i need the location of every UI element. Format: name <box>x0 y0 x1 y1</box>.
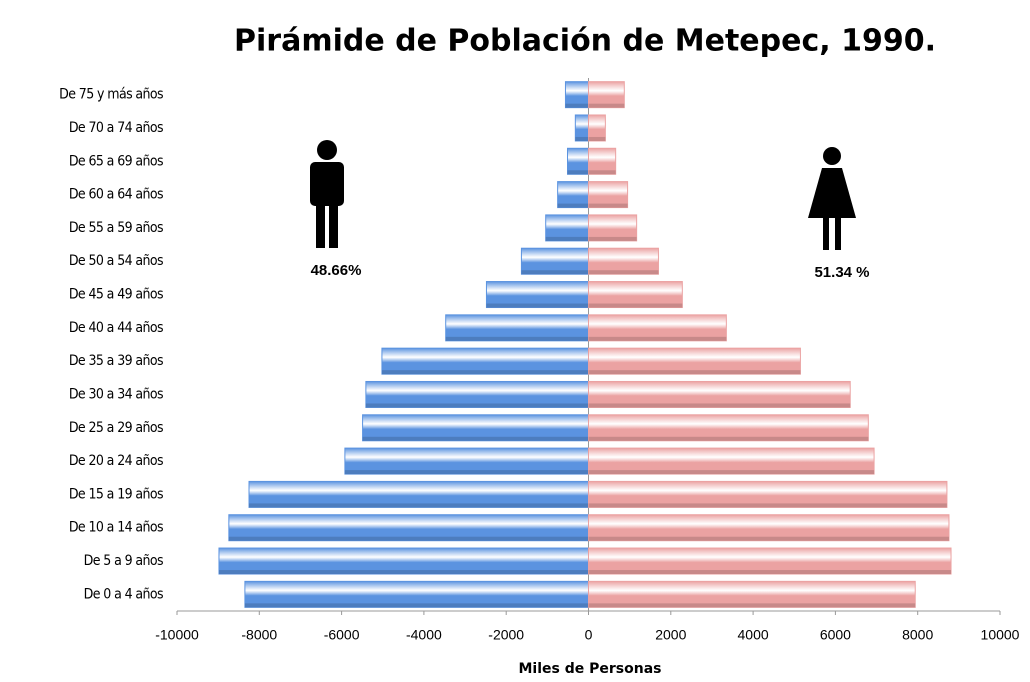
bar <box>588 514 950 542</box>
bar <box>557 181 590 209</box>
x-tick-label: 8000 <box>902 627 933 643</box>
bar-shade <box>588 303 683 308</box>
bar <box>588 81 625 109</box>
bar-shade <box>588 436 869 441</box>
y-tick-label: De 60 a 64 años <box>69 187 163 203</box>
x-tick-label: 4000 <box>738 627 769 643</box>
bar-shade <box>588 570 952 575</box>
x-tick-label: -8000 <box>241 627 277 643</box>
male-icon <box>310 140 344 248</box>
bar-shade <box>567 170 589 175</box>
bar-shade <box>588 336 727 341</box>
y-tick-label: De 50 a 54 años <box>69 253 163 269</box>
female-icon <box>808 147 856 250</box>
y-tick-label: De 10 a 14 años <box>69 520 163 536</box>
bar-shade <box>249 503 589 508</box>
bar-shade <box>486 303 589 308</box>
bar <box>365 380 590 408</box>
bar-shade <box>588 536 949 541</box>
bar-shade <box>588 503 947 508</box>
bar <box>588 380 851 408</box>
bar <box>588 147 617 175</box>
x-axis-label: Miles de Personas <box>519 661 662 677</box>
bar <box>588 114 606 142</box>
bar <box>381 347 589 375</box>
y-tick-label: De 20 a 24 años <box>69 453 163 469</box>
bar-shade <box>381 370 589 375</box>
y-tick-label: De 25 a 29 años <box>69 420 163 436</box>
bar <box>248 480 589 508</box>
bar <box>588 414 869 442</box>
y-tick-label: De 70 a 74 años <box>69 120 163 136</box>
bar-shade <box>362 436 589 441</box>
bar <box>588 247 659 275</box>
bar-shade <box>588 136 606 141</box>
bar <box>588 281 683 309</box>
y-tick-label: De 75 y más años <box>59 87 163 103</box>
y-tick-label: De 15 a 19 años <box>69 486 163 502</box>
bar <box>445 314 589 342</box>
x-tick-label: -10000 <box>155 627 199 643</box>
x-tick-label: 0 <box>585 627 593 643</box>
y-tick-label: De 55 a 59 años <box>69 220 163 236</box>
bar <box>588 580 916 608</box>
bar-shade <box>218 570 589 575</box>
y-tick-label: De 0 a 4 años <box>84 586 163 602</box>
y-tick-label: De 5 a 9 años <box>84 553 163 569</box>
bar <box>588 480 948 508</box>
bar-shade <box>244 603 589 608</box>
bar-shade <box>575 136 589 141</box>
x-tick-label: -2000 <box>488 627 524 643</box>
y-tick-label: De 30 a 34 años <box>69 386 163 402</box>
y-tick-label: De 35 a 39 años <box>69 353 163 369</box>
bar-shade <box>588 270 659 275</box>
bar <box>344 447 589 475</box>
bar <box>588 447 875 475</box>
bar-shade <box>588 370 801 375</box>
bar-shade <box>588 403 851 408</box>
bar-shade <box>588 203 628 208</box>
bar-shade <box>565 103 589 108</box>
bar <box>362 414 589 442</box>
bar-shade <box>228 536 589 541</box>
annotation: 51.34 % <box>814 264 869 281</box>
bar-shade <box>588 170 616 175</box>
bar-shade <box>588 103 625 108</box>
bar <box>520 247 589 275</box>
x-tick-label: 2000 <box>655 627 686 643</box>
x-tick-label: -4000 <box>406 627 442 643</box>
x-tick-label: -6000 <box>324 627 360 643</box>
bar-shade <box>588 470 875 475</box>
bar-shade <box>588 236 637 241</box>
bar <box>588 547 952 575</box>
bar-shade <box>344 470 589 475</box>
bar-shade <box>365 403 589 408</box>
bar <box>228 514 589 542</box>
chart-title: Pirámide de Población de Metepec, 1990. <box>234 24 936 59</box>
annotation: 48.66% <box>311 262 362 279</box>
bar <box>244 580 590 608</box>
bar <box>588 214 638 242</box>
bar-shade <box>521 270 589 275</box>
y-tick-label: De 65 a 69 años <box>69 153 163 169</box>
x-tick-label: 10000 <box>981 627 1020 643</box>
bar <box>588 347 801 375</box>
y-tick-label: De 45 a 49 años <box>69 287 163 303</box>
bar <box>588 314 727 342</box>
y-tick-label: De 40 a 44 años <box>69 320 163 336</box>
bar-shade <box>588 603 916 608</box>
x-tick-label: 6000 <box>820 627 851 643</box>
bar-shade <box>545 236 589 241</box>
bar-shade <box>445 336 589 341</box>
bar <box>588 181 629 209</box>
bar-shade <box>557 203 589 208</box>
